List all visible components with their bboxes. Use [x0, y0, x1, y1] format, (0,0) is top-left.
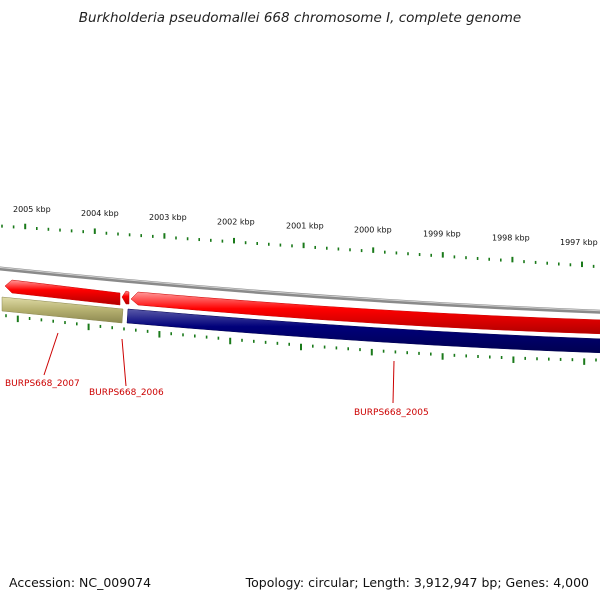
- leader-line-burps668-2006: [121, 338, 127, 387]
- kbp-label: 2000 kbp: [354, 226, 392, 235]
- kbp-label: 2001 kbp: [286, 221, 324, 230]
- gene-label-burps668-2005[interactable]: BURPS668_2005: [354, 408, 429, 418]
- gene-arrow-burps668-2005[interactable]: [130, 291, 600, 335]
- leader-line-burps668-2005: [392, 360, 395, 404]
- outer-tick-marks: [1, 223, 595, 268]
- leader-line-burps668-2007: [43, 332, 59, 376]
- kbp-label: 1998 kbp: [492, 234, 530, 243]
- genome-summary-text: Topology: circular; Length: 3,912,947 bp…: [245, 575, 589, 590]
- gene-block-olive[interactable]: [1, 296, 124, 324]
- gene-block-navy[interactable]: [126, 308, 600, 354]
- kbp-labels: 2005 kbp 2004 kbp 2003 kbp 2002 kbp 2001 kbp…: [13, 205, 598, 247]
- kbp-label: 1999 kbp: [423, 230, 461, 239]
- gene-label-burps668-2007[interactable]: BURPS668_2007: [5, 379, 80, 389]
- genome-backbone-highlight: [0, 267, 600, 312]
- accession-text: Accession: NC_009074: [9, 575, 152, 590]
- gene-arrow-burps668-2007[interactable]: [4, 279, 121, 306]
- kbp-label: 2004 kbp: [81, 209, 119, 218]
- kbp-label: 2003 kbp: [149, 213, 187, 222]
- genome-title: Burkholderia pseudomallei 668 chromosome…: [78, 10, 522, 26]
- gene-label-burps668-2006[interactable]: BURPS668_2006: [89, 388, 164, 398]
- gene-arrow-burps668-2006[interactable]: [121, 290, 130, 305]
- kbp-label: 2005 kbp: [13, 205, 51, 214]
- kbp-label: 2002 kbp: [217, 217, 255, 226]
- inner-tick-marks: [5, 314, 597, 365]
- genome-backbone: [0, 266, 600, 314]
- kbp-label: 1997 kbp: [560, 238, 598, 247]
